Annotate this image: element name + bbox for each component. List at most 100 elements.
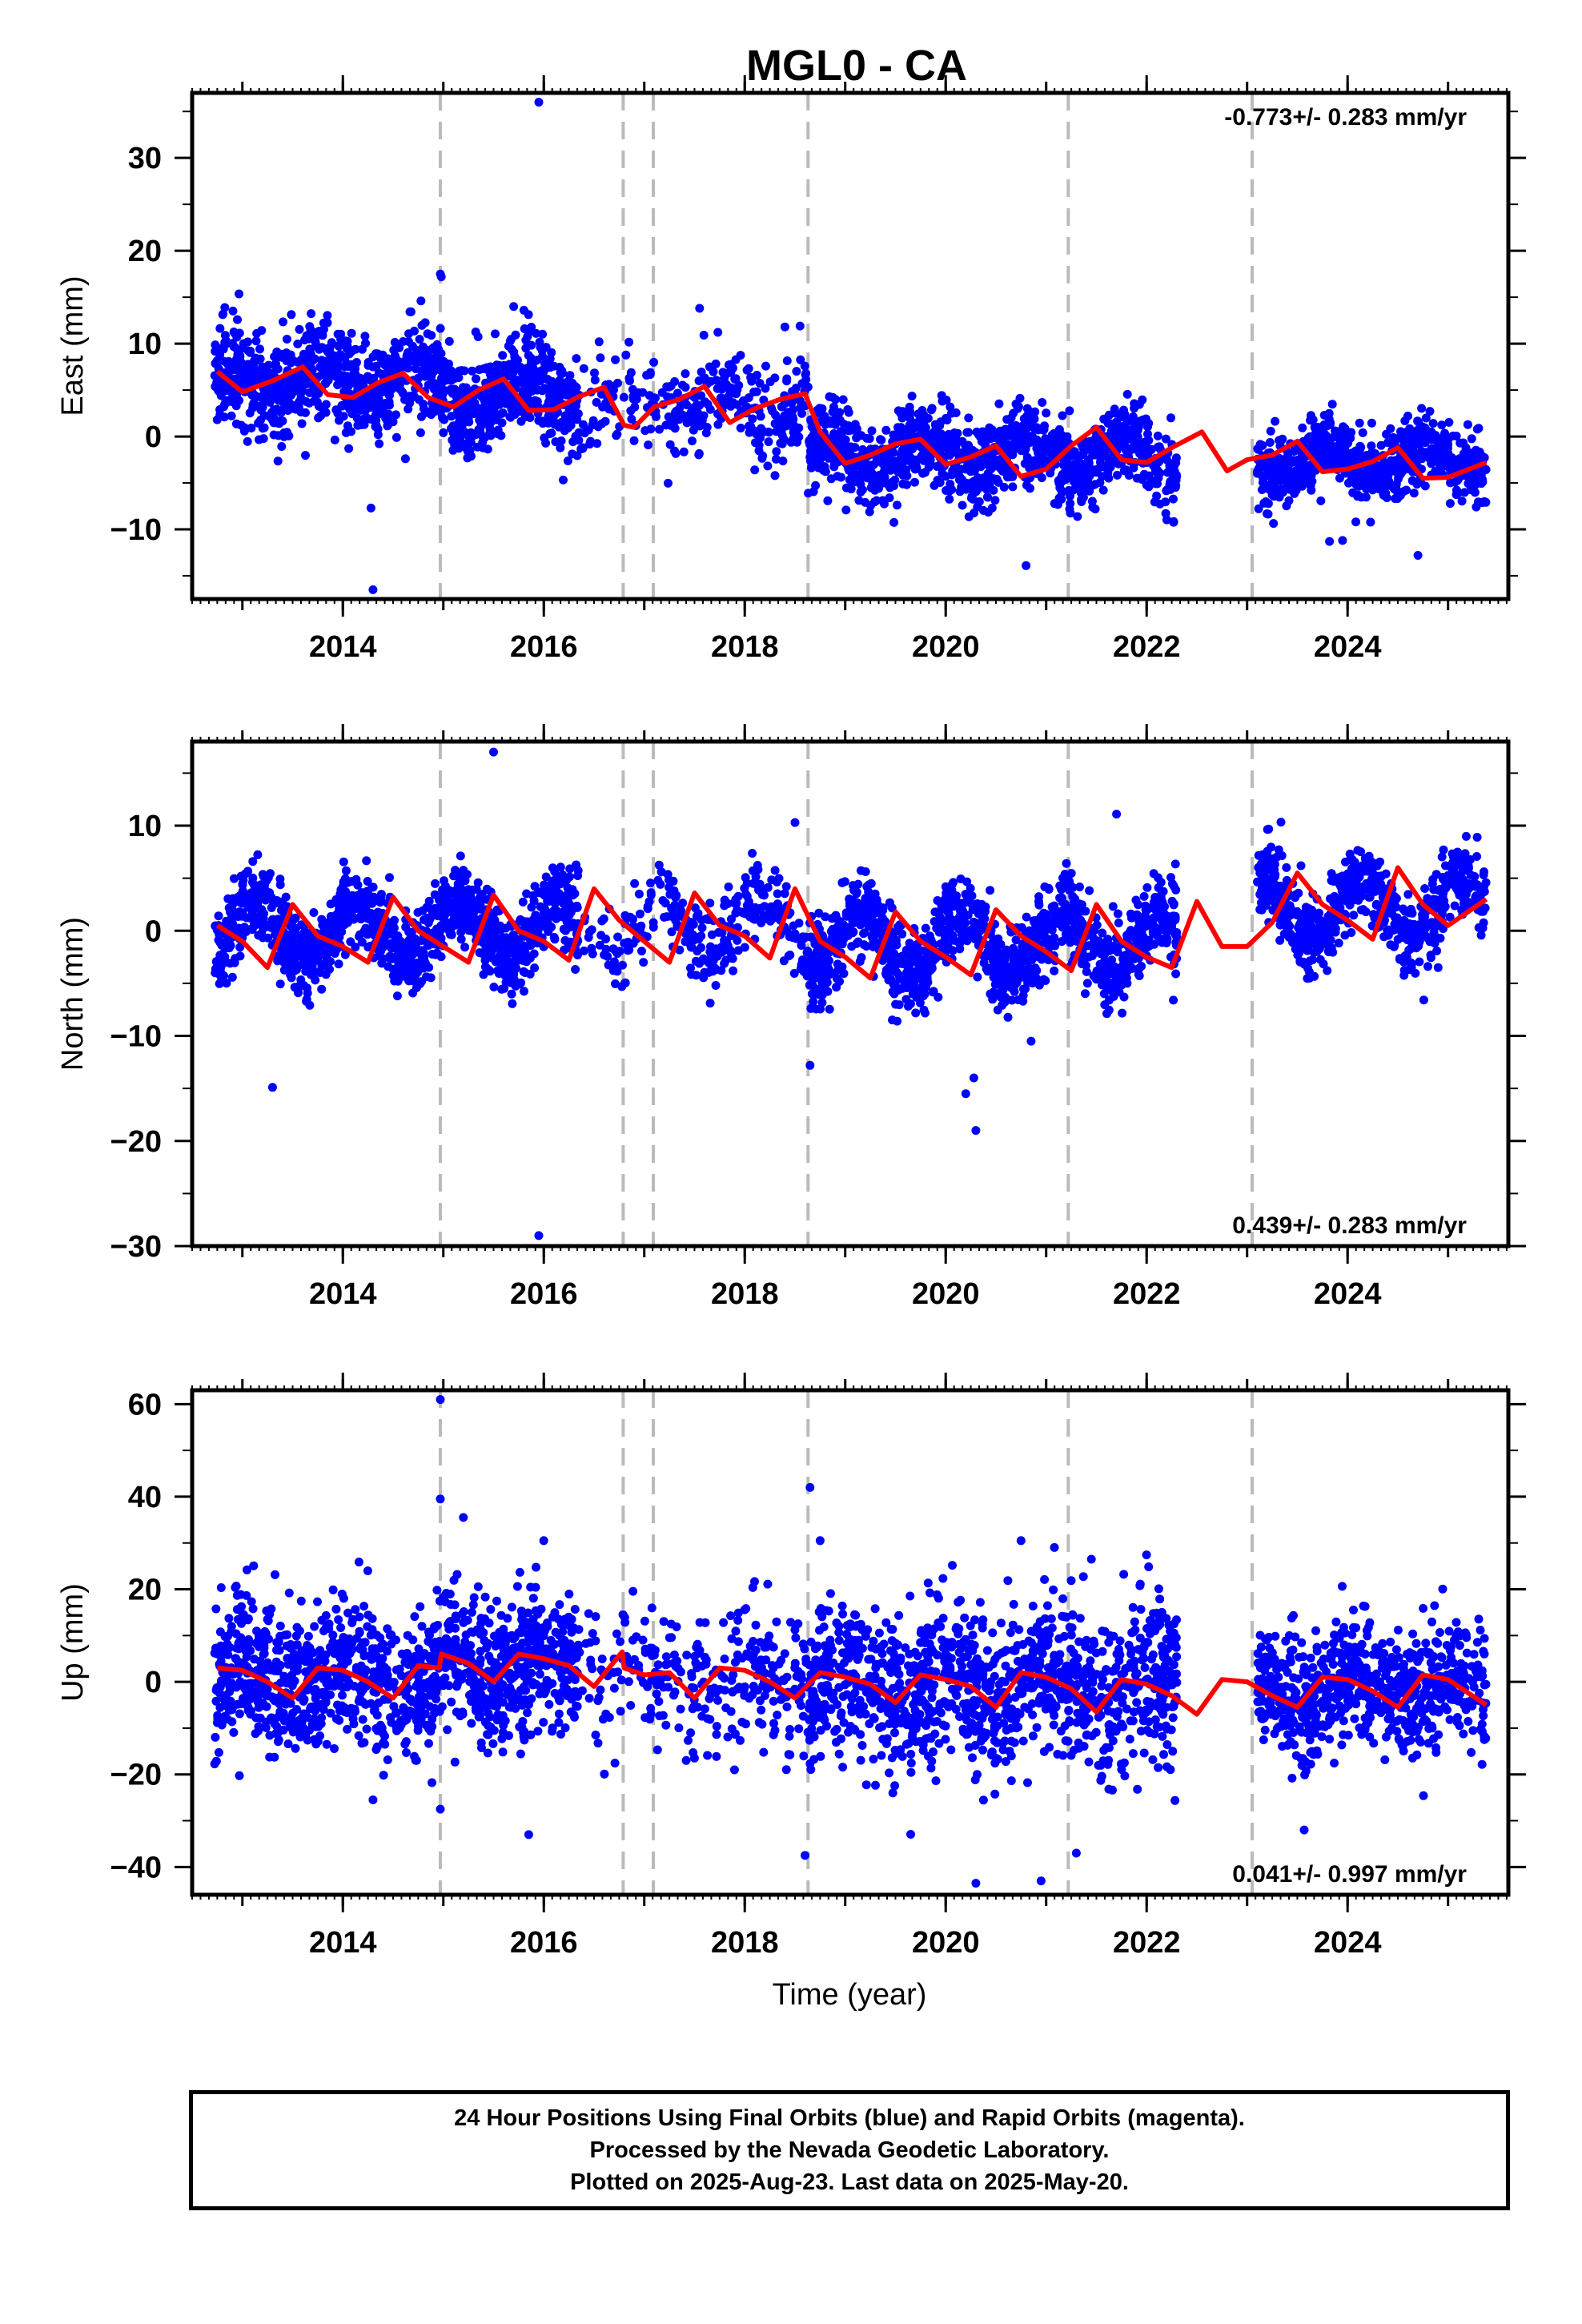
data-point-east <box>319 360 328 369</box>
data-point-east <box>1353 490 1363 500</box>
data-point-east <box>671 408 680 417</box>
x-tick-label: 2014 <box>309 630 377 664</box>
data-point-east <box>876 476 885 485</box>
step-lines-east <box>438 93 1254 599</box>
data-point-east <box>1118 428 1127 437</box>
outlier-point-east <box>436 272 446 282</box>
data-point-north <box>387 926 397 935</box>
data-point-east <box>221 336 231 345</box>
data-point-east <box>1278 488 1287 497</box>
data-point-east <box>828 407 837 416</box>
data-point-east <box>233 315 242 324</box>
data-point-east <box>566 420 576 430</box>
x-tick-label: 2024 <box>1314 630 1382 664</box>
data-point-east <box>279 317 287 327</box>
data-point-east <box>556 418 566 427</box>
data-point-east <box>624 373 634 383</box>
data-point-north <box>290 959 299 968</box>
outlier-point-east <box>1022 561 1031 570</box>
x-tick-label: 2022 <box>1113 630 1181 664</box>
data-point-east <box>572 354 581 364</box>
data-point-east <box>1308 432 1318 441</box>
data-point-east <box>844 408 853 417</box>
data-point-east <box>218 344 227 353</box>
data-point-east <box>1472 449 1481 459</box>
data-point-east <box>836 427 845 436</box>
data-point-east <box>248 403 258 412</box>
data-point-east <box>865 434 874 444</box>
data-point-east <box>1287 482 1297 491</box>
data-point-north <box>418 906 428 915</box>
data-point-east <box>444 336 454 346</box>
data-point-east <box>285 384 295 393</box>
outlier-point-east <box>1338 536 1347 545</box>
data-point-east <box>416 296 426 306</box>
data-point-east <box>381 398 391 408</box>
data-point-east <box>355 373 365 383</box>
data-point-east <box>373 430 383 440</box>
data-point-east <box>556 368 565 377</box>
data-point-north <box>541 872 551 882</box>
data-point-east <box>406 307 416 316</box>
data-point-east <box>1298 423 1307 432</box>
x-tick-label: 2016 <box>510 630 578 664</box>
data-point-north <box>253 850 263 859</box>
data-point-east <box>239 426 249 436</box>
data-point-east <box>1009 408 1018 418</box>
data-point-east <box>910 477 919 487</box>
data-point-east <box>1391 494 1400 504</box>
data-point-east <box>856 469 865 479</box>
data-point-north <box>303 988 312 998</box>
outlier-point-east <box>695 304 705 313</box>
data-point-east <box>796 355 805 364</box>
data-point-east <box>391 432 401 442</box>
data-point-east <box>732 389 741 399</box>
data-point-east <box>1478 498 1487 508</box>
data-point-east <box>568 437 578 447</box>
data-point-east <box>664 478 673 488</box>
data-point-north <box>364 927 374 937</box>
data-point-east <box>849 477 859 487</box>
data-point-north <box>247 891 257 900</box>
data-point-east <box>1266 426 1275 436</box>
data-point-north <box>276 906 286 915</box>
data-point-east <box>416 428 425 437</box>
data-point-east <box>889 517 899 527</box>
data-point-east <box>496 409 506 419</box>
data-point-east <box>1347 474 1356 484</box>
x-tick-label: 2018 <box>711 630 779 664</box>
data-point-east <box>621 350 631 360</box>
data-point-east <box>686 408 696 417</box>
data-point-east <box>239 339 248 348</box>
data-point-east <box>218 310 227 320</box>
data-point-east <box>1066 509 1075 518</box>
data-point-east <box>1442 435 1452 444</box>
data-point-east <box>439 428 448 437</box>
data-point-east <box>1324 408 1334 418</box>
y-axis-label-east: East (mm) <box>56 275 90 416</box>
data-point-east <box>450 384 460 394</box>
data-point-east <box>416 412 426 421</box>
data-point-east <box>234 363 243 372</box>
data-point-north <box>408 950 418 959</box>
data-point-east <box>351 359 360 368</box>
data-point-east <box>608 381 618 391</box>
data-point-east <box>363 360 373 370</box>
outlier-point-east <box>1325 537 1335 546</box>
data-point-east <box>545 393 555 403</box>
data-point-north <box>321 970 331 979</box>
data-point-east <box>231 419 241 428</box>
data-point-east <box>664 382 673 392</box>
data-point-east <box>257 326 267 336</box>
data-point-east <box>805 452 815 462</box>
data-point-north <box>287 973 296 983</box>
data-point-north <box>288 947 298 957</box>
data-point-east <box>927 404 937 413</box>
data-point-north <box>341 918 351 927</box>
step-lines-north <box>438 742 1254 1246</box>
data-point-east <box>428 376 437 386</box>
data-point-east <box>841 505 851 515</box>
data-point-east <box>259 411 269 420</box>
data-point-east <box>251 336 261 346</box>
data-point-east <box>454 373 464 382</box>
